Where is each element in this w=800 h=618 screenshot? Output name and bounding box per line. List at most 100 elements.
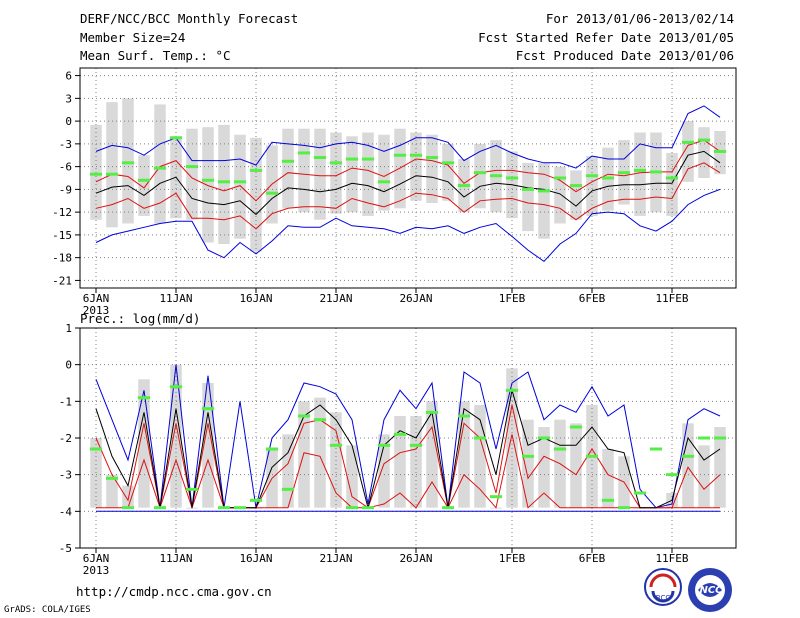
median-mark — [153, 506, 167, 510]
spread-box — [138, 379, 150, 508]
median-mark — [681, 140, 695, 144]
plot-frame — [79, 67, 737, 289]
x-tick-label: 1FEB — [499, 292, 526, 305]
y-tick-label: 0 — [65, 359, 72, 372]
x-tick-label: 26JAN — [399, 292, 432, 305]
x-tick-label: 6JAN — [83, 552, 110, 565]
median-mark — [713, 436, 727, 440]
forecast-started-date: Fcst Started Refer Date 2013/01/05 — [478, 30, 734, 45]
median-mark — [217, 180, 231, 184]
median-mark — [441, 506, 455, 510]
upper-spread-line — [95, 404, 721, 509]
y-tick-label: -21 — [52, 274, 72, 287]
x-tick-label: 1FEB — [499, 552, 526, 565]
spread-box — [282, 128, 294, 209]
median-mark — [633, 168, 647, 172]
spread-box — [106, 102, 118, 228]
median-mark — [281, 159, 295, 163]
grads-credit: GrADS: COLA/IGES — [4, 605, 91, 615]
median-mark — [121, 506, 135, 510]
x-tick-label: 11FEB — [655, 552, 688, 565]
median-mark — [569, 425, 583, 429]
x-tick-label: 21JAN — [319, 552, 352, 565]
y-tick-label: -5 — [59, 542, 72, 555]
median-mark — [393, 432, 407, 436]
median-mark — [441, 161, 455, 165]
x-tick-label: 6JAN — [83, 292, 110, 305]
median-mark — [569, 184, 583, 188]
median-mark — [249, 168, 263, 172]
y-tick-label: -9 — [59, 183, 72, 196]
y-tick-label: 1 — [65, 322, 72, 335]
spread-box — [458, 401, 470, 508]
spread-box — [426, 134, 438, 204]
y-tick-label: -3 — [59, 138, 72, 151]
median-mark — [425, 410, 439, 414]
median-mark — [601, 498, 615, 502]
member-size: Member Size=24 — [80, 30, 186, 45]
median-mark — [505, 176, 519, 180]
median-mark — [137, 178, 151, 182]
median-mark — [297, 414, 311, 418]
median-mark — [457, 414, 471, 418]
spread-box — [410, 416, 422, 508]
year-label: 2013 — [83, 304, 110, 317]
y-tick-label: 6 — [65, 70, 72, 83]
median-mark — [649, 170, 663, 174]
ensemble-mean-line — [95, 390, 721, 509]
median-mark — [265, 191, 279, 195]
spread-box — [346, 136, 358, 213]
median-mark — [89, 172, 103, 176]
spread-box — [282, 434, 294, 508]
spread-box — [202, 383, 214, 508]
median-mark — [665, 176, 679, 180]
median-mark — [345, 157, 359, 161]
median-mark — [617, 171, 631, 175]
median-mark — [185, 487, 199, 491]
median-mark — [521, 454, 535, 458]
median-mark — [585, 174, 599, 178]
min-line — [95, 188, 721, 263]
median-mark — [473, 436, 487, 440]
median-mark — [361, 506, 375, 510]
spread-box — [682, 423, 694, 508]
x-tick-label: 16JAN — [239, 292, 272, 305]
y-tick-label: 0 — [65, 115, 72, 128]
spread-box — [698, 127, 710, 178]
median-mark — [345, 506, 359, 510]
x-tick-label: 11JAN — [159, 552, 192, 565]
y-tick-label: 3 — [65, 92, 72, 105]
median-mark — [105, 172, 119, 176]
median-mark — [649, 447, 663, 451]
spread-box — [570, 423, 582, 508]
median-mark — [153, 166, 167, 170]
spread-box — [346, 445, 358, 508]
spread-box — [330, 132, 342, 214]
median-mark — [297, 151, 311, 155]
spread-box — [538, 162, 550, 239]
median-mark — [537, 436, 551, 440]
median-mark — [89, 447, 103, 451]
median-mark — [409, 153, 423, 157]
median-mark — [617, 506, 631, 510]
spread-box — [634, 132, 646, 216]
x-tick-label: 16JAN — [239, 552, 272, 565]
median-mark — [601, 176, 615, 180]
median-mark — [553, 176, 567, 180]
median-mark — [169, 136, 183, 140]
median-mark — [249, 498, 263, 502]
median-mark — [201, 178, 215, 182]
website-url: http://cmdp.ncc.cma.gov.cn — [76, 584, 272, 599]
y-tick-label: -3 — [59, 469, 72, 482]
median-mark — [361, 157, 375, 161]
y-tick-label: -6 — [59, 161, 72, 174]
spread-box — [394, 416, 406, 508]
spread-box — [570, 170, 582, 220]
median-mark — [585, 454, 599, 458]
median-mark — [681, 454, 695, 458]
spread-box — [154, 104, 166, 224]
spread-box — [538, 427, 550, 508]
precip-axis-title: Prec.: log(mm/d) — [80, 311, 200, 326]
median-mark — [201, 407, 215, 411]
spread-box — [474, 405, 486, 508]
